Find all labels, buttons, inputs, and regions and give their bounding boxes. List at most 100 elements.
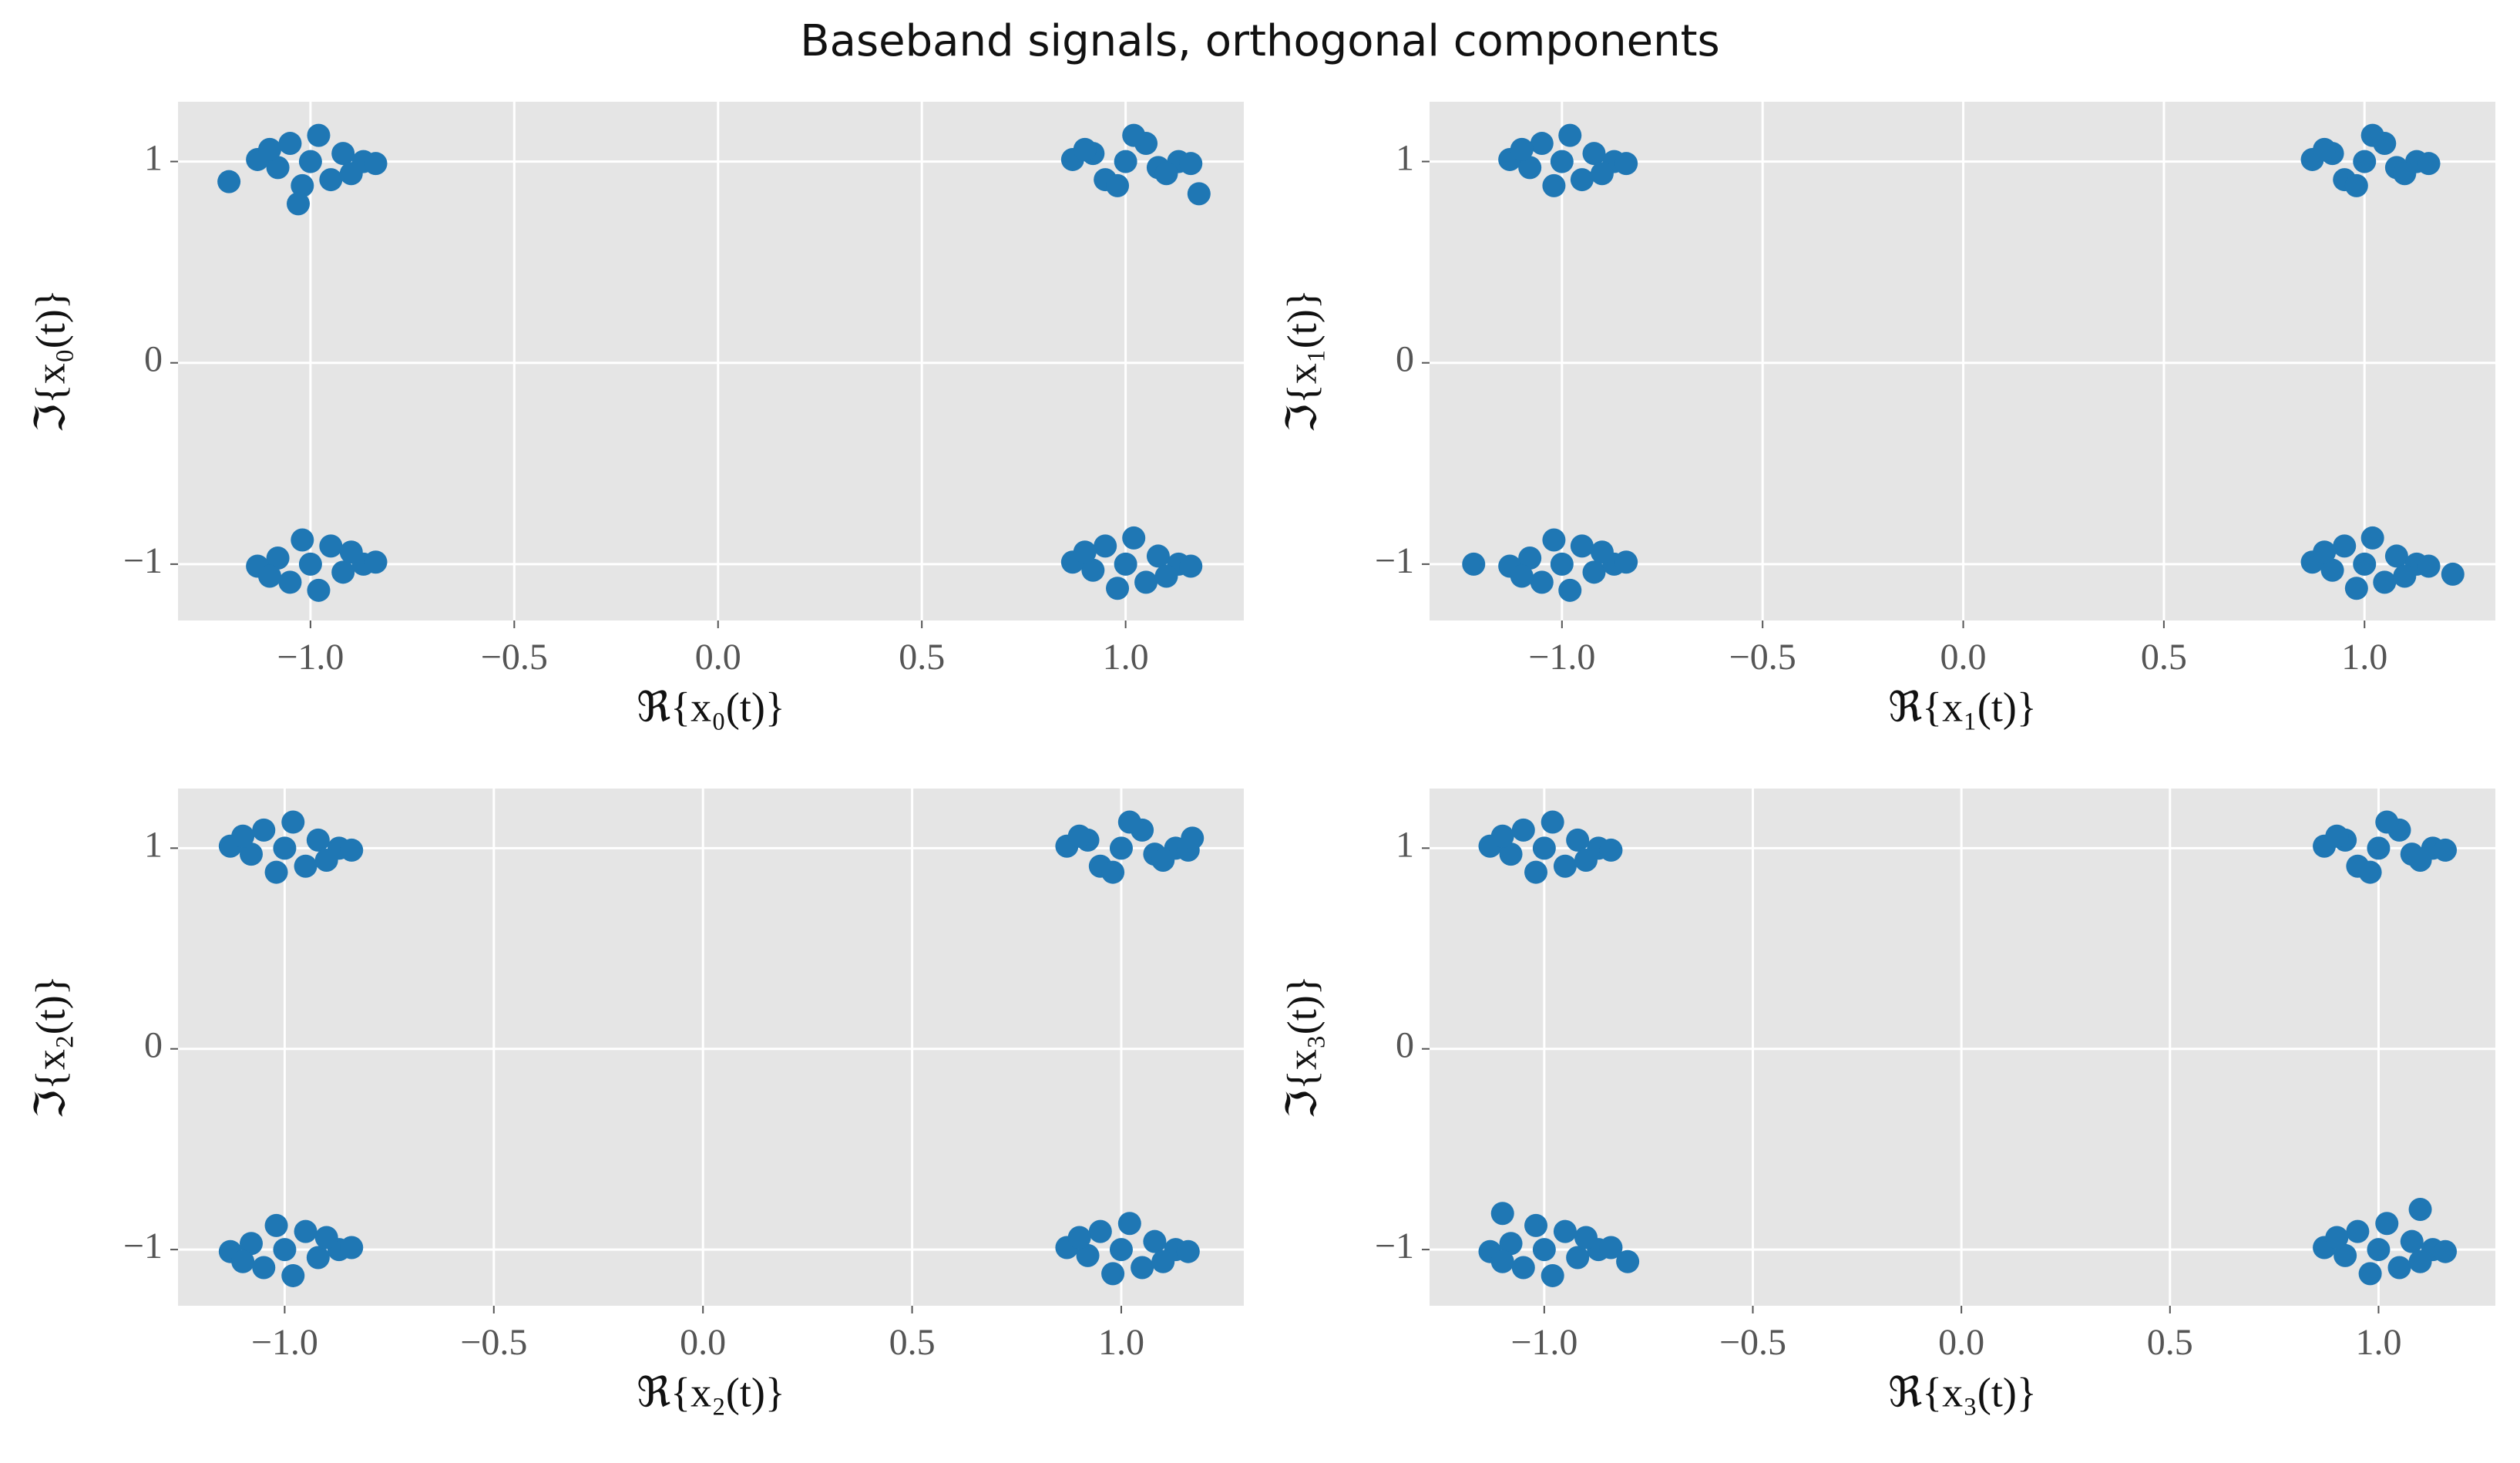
point (1179, 554, 1203, 578)
y-axis-label: ℑ{x₀(t)} (27, 289, 73, 432)
point (319, 534, 343, 558)
point (239, 842, 263, 866)
y-axis-label: ℑ{x₁(t)} (1278, 289, 1325, 432)
point (1511, 818, 1535, 842)
point (1101, 860, 1125, 884)
point (1073, 540, 1097, 564)
point (1582, 142, 1606, 166)
point (1590, 162, 1614, 186)
x-tick-label: 0.0 (1938, 1322, 1984, 1363)
point (266, 156, 290, 180)
point (1566, 828, 1590, 852)
point (1490, 1202, 1514, 1226)
point (1109, 1238, 1133, 1262)
point (307, 578, 331, 602)
x-tick-label: 0.5 (2141, 637, 2187, 678)
point (2408, 1249, 2432, 1273)
point (2353, 150, 2377, 173)
point (364, 152, 388, 176)
point (2358, 1262, 2382, 1286)
x-tick-label: −1.0 (1528, 637, 1595, 678)
point (1510, 564, 1534, 588)
x-tick-label: −1.0 (277, 637, 344, 678)
point (2325, 824, 2349, 848)
point (2393, 564, 2417, 588)
point (319, 168, 343, 192)
point (1067, 824, 1091, 848)
point (1131, 1256, 1154, 1280)
point (2367, 836, 2391, 860)
y-tick-label: 0 (1396, 1025, 1414, 1066)
point (1499, 842, 1523, 866)
subplot: −1.0 −0.5 0.0 0.5 1.0 −1 0 1 ℜ{x₂(t)} ℑ{x₂(t)} (27, 789, 1244, 1415)
point (1101, 1262, 1125, 1286)
point (264, 1213, 288, 1237)
point (1570, 168, 1594, 192)
y-tick-label: −1 (1375, 1226, 1414, 1266)
point (1462, 552, 1486, 576)
point (298, 552, 322, 576)
point (1582, 560, 1606, 584)
point (266, 547, 290, 570)
x-tick-label: −1.0 (1510, 1322, 1578, 1363)
x-tick-label: −0.5 (1719, 1322, 1786, 1363)
point (1553, 854, 1577, 878)
point (1524, 1213, 1548, 1237)
point (298, 150, 322, 173)
point (314, 848, 338, 872)
point (1094, 534, 1117, 558)
figure-title: Baseband signals, orthogonal components (800, 16, 1719, 66)
point (340, 838, 364, 862)
point (1146, 544, 1170, 568)
point (1553, 1219, 1577, 1243)
point (1570, 534, 1594, 558)
point (1490, 824, 1514, 848)
x-tick-label: 1.0 (2355, 1322, 2401, 1363)
point (2353, 552, 2377, 576)
point (294, 1219, 318, 1243)
point (1122, 123, 1146, 147)
point (2360, 526, 2384, 550)
point (1558, 123, 1582, 147)
point (2400, 1229, 2424, 1253)
point (1616, 1249, 1640, 1273)
point (1566, 1246, 1590, 1270)
point (273, 836, 297, 860)
point (217, 170, 241, 193)
x-tick-label: −0.5 (460, 1322, 527, 1363)
point (1510, 137, 1534, 161)
subplot: −1.0 −0.5 0.0 0.5 1.0 −1 0 1 ℜ{x₃(t)} ℑ{x₃(t)} (1278, 789, 2495, 1415)
y-tick-label: 1 (1396, 824, 1414, 865)
x-tick-label: 0.0 (695, 637, 741, 678)
x-tick-label: 0.5 (899, 637, 945, 678)
point (339, 540, 363, 564)
point (1550, 552, 1574, 576)
point (2325, 1226, 2349, 1249)
point (2384, 544, 2408, 568)
point (1511, 1256, 1535, 1280)
point (2344, 173, 2368, 197)
point (1524, 860, 1548, 884)
point (1558, 578, 1582, 602)
point (1181, 826, 1205, 850)
point (252, 818, 276, 842)
point (1541, 810, 1564, 834)
x-tick-label: 0.0 (680, 1322, 726, 1363)
x-tick-label: −0.5 (1729, 637, 1796, 678)
point (1499, 1232, 1523, 1256)
point (1114, 552, 1137, 576)
point (1106, 173, 1130, 197)
point (2313, 137, 2337, 161)
point (1599, 1236, 1623, 1260)
x-axis-label: ℜ{x₁(t)} (1888, 684, 2037, 730)
point (2360, 123, 2384, 147)
point (339, 162, 363, 186)
point (1532, 836, 1556, 860)
point (2320, 558, 2344, 582)
y-tick-label: −1 (123, 1226, 163, 1266)
point (257, 137, 281, 161)
point (1590, 540, 1614, 564)
point (287, 192, 311, 216)
plot-area (178, 789, 1244, 1306)
point (1122, 526, 1146, 550)
